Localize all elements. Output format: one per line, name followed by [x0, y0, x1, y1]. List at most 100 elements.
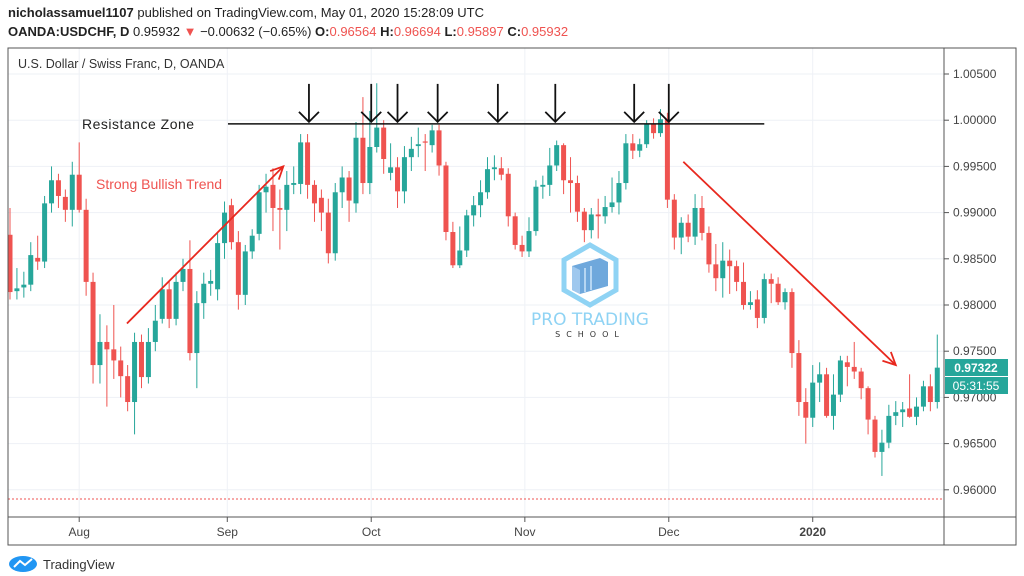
- candle: [706, 226, 712, 273]
- candle-body: [505, 173, 511, 217]
- candle: [457, 226, 463, 269]
- candle: [568, 157, 574, 213]
- candle: [395, 157, 401, 208]
- candle-body: [55, 180, 61, 196]
- candle: [429, 124, 435, 153]
- candle-body: [401, 157, 407, 192]
- candle-body: [138, 341, 144, 378]
- candle-body: [858, 371, 864, 389]
- candle-body: [609, 202, 615, 208]
- symbol-info: OANDA:USDCHF, D 0.95932 ▼ −0.00632 (−0.6…: [8, 24, 568, 39]
- candle-body: [927, 386, 933, 403]
- candle-body: [152, 320, 158, 342]
- candle: [893, 401, 899, 426]
- candle: [138, 334, 144, 389]
- candle: [28, 242, 34, 292]
- candle: [408, 136, 414, 172]
- candle-body: [263, 186, 269, 193]
- y-tick-label: 0.96500: [953, 437, 997, 451]
- candle-body: [457, 250, 463, 266]
- last-price-label: 0.97322: [954, 361, 998, 375]
- close-label: C:: [507, 24, 522, 39]
- candle-body: [28, 255, 34, 285]
- candle-body: [284, 184, 290, 210]
- candle: [235, 231, 241, 310]
- candle: [249, 229, 255, 259]
- candle: [256, 184, 262, 241]
- x-tick-label: Nov: [514, 525, 535, 539]
- candle: [145, 328, 151, 384]
- candle: [692, 194, 698, 245]
- candle: [14, 268, 20, 300]
- candle-body: [588, 214, 594, 231]
- candle-body: [318, 197, 324, 213]
- candle-body: [235, 242, 241, 295]
- candle: [83, 198, 89, 296]
- candle-body: [69, 174, 75, 210]
- candle-body: [215, 243, 221, 290]
- candle: [388, 143, 394, 181]
- candle-body: [353, 137, 359, 204]
- tradingview-logo-icon: [9, 556, 37, 572]
- candle-body: [713, 264, 719, 279]
- candle: [381, 120, 387, 174]
- candle-body: [533, 186, 539, 232]
- price-axis[interactable]: 1.00500 1.00000 0.99500 0.99000 0.98500 0.980…: [944, 67, 997, 497]
- candle-body: [574, 183, 580, 212]
- candle: [851, 341, 857, 379]
- candle: [242, 244, 248, 305]
- candle: [817, 362, 823, 403]
- low-value: 0.95897: [456, 24, 504, 39]
- watermark-line2: SCHOOL: [555, 330, 625, 339]
- candle-body: [789, 292, 795, 354]
- candle-body: [194, 303, 200, 354]
- candle: [263, 173, 269, 213]
- candle-body: [208, 280, 214, 284]
- candle-body: [630, 143, 636, 151]
- author-name[interactable]: nicholassamuel1107: [8, 5, 134, 20]
- candle-body: [408, 148, 414, 158]
- candle: [879, 429, 885, 476]
- time-axis[interactable]: Aug Sep Oct Nov Dec 2020: [69, 517, 827, 539]
- candle: [90, 272, 96, 384]
- candle-body: [900, 409, 906, 413]
- candle: [574, 175, 580, 222]
- y-tick-label: 1.00500: [953, 67, 997, 81]
- candle: [450, 221, 456, 269]
- candle: [720, 242, 726, 298]
- candle-body: [734, 266, 740, 282]
- open-label: O:: [315, 24, 330, 39]
- high-label: H:: [380, 24, 394, 39]
- candle-body: [305, 142, 311, 185]
- close-value: 0.95932: [521, 24, 569, 39]
- annotations: Resistance Zone Strong Bullish Trend: [82, 83, 898, 367]
- candle: [104, 325, 110, 407]
- candle-body: [561, 145, 567, 181]
- footer-brand[interactable]: TradingView: [8, 555, 115, 573]
- candle-body: [90, 281, 96, 366]
- last-price-tag: [945, 359, 1008, 376]
- candle-body: [685, 222, 691, 237]
- candle: [754, 290, 760, 329]
- candle-body: [872, 419, 878, 452]
- candle-body: [512, 216, 518, 245]
- candle-body: [49, 180, 55, 204]
- candle: [132, 332, 138, 435]
- candle-body: [132, 341, 138, 403]
- arrow-down-icon: [298, 83, 320, 124]
- candle-body: [436, 130, 442, 166]
- candle: [678, 217, 684, 255]
- bearish-trend-arrow: [682, 161, 898, 367]
- candle-body: [339, 177, 345, 193]
- candle: [651, 118, 657, 139]
- candle: [630, 134, 636, 160]
- candle: [228, 198, 234, 250]
- x-tick-label: 2020: [799, 525, 826, 539]
- candle-body: [581, 211, 587, 231]
- candle: [55, 173, 61, 208]
- chart-frame: [7, 47, 1017, 546]
- arrow-down-icon: [544, 83, 566, 124]
- candle-body: [125, 376, 131, 403]
- candle: [671, 194, 677, 250]
